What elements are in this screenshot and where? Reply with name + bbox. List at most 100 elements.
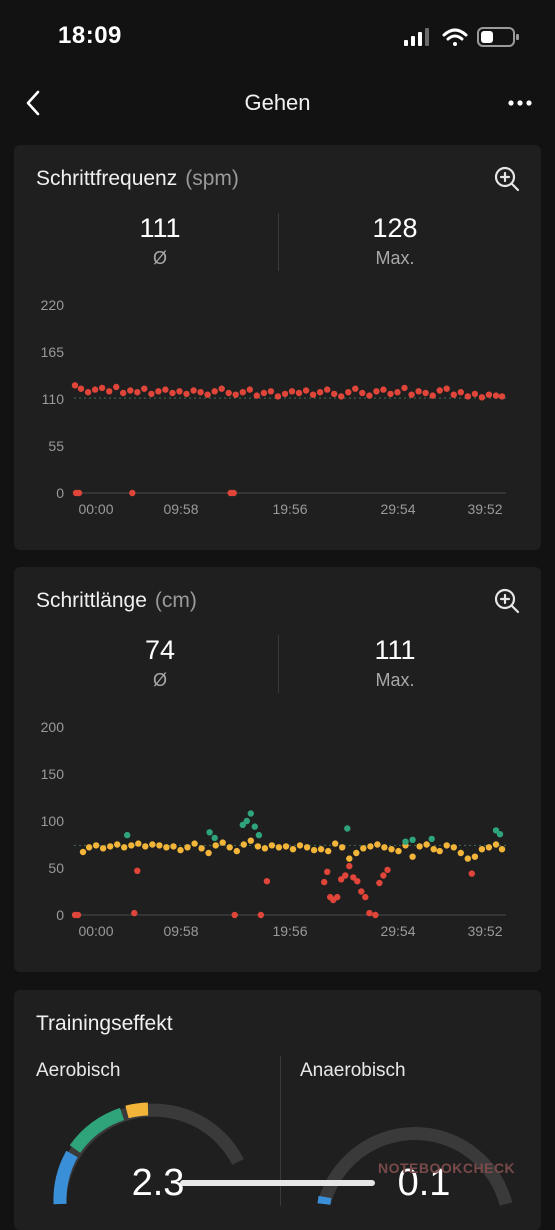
cadence-point (471, 390, 479, 398)
cadence-zoom-button[interactable] (493, 165, 521, 193)
stride-point (436, 847, 443, 855)
stride-point (409, 836, 416, 843)
cadence-point (197, 389, 204, 396)
stride-point (135, 840, 142, 847)
stride-point (114, 841, 121, 848)
stride-point (384, 866, 391, 874)
stride-point (430, 846, 437, 853)
stride-point (346, 862, 353, 870)
cadence-point (113, 383, 120, 391)
cadence-avg-value: 111 (139, 213, 181, 243)
cadence-point (380, 386, 387, 393)
cadence-point (359, 389, 366, 397)
aerobic-label: Aerobisch (36, 1060, 121, 1081)
stride-card: Schrittlänge (cm) 74 Ø 111 Max. 0 50 100 150… (14, 567, 541, 972)
stride-point (211, 834, 218, 842)
stride-point (334, 893, 341, 901)
cadence-point (134, 389, 141, 396)
stat-divider (278, 213, 279, 271)
cadence-x-tick-label: 19:56 (272, 501, 307, 517)
cadence-y-tick-label: 110 (42, 391, 65, 407)
stride-point (464, 855, 471, 862)
cadence-x-tick-label: 00:00 (78, 501, 113, 517)
cadence-point (464, 393, 471, 400)
cadence-point (183, 390, 190, 398)
stride-point (263, 878, 271, 885)
stride-point (388, 846, 395, 853)
page-title: Gehen (244, 90, 311, 115)
aerobic-gauge-blue (53, 1150, 78, 1205)
stride-y-tick-label: 50 (48, 860, 64, 876)
cadence-point (331, 390, 338, 398)
stride-point (243, 817, 250, 825)
stride-point (268, 842, 276, 849)
stride-point (257, 911, 265, 919)
cadence-point (408, 391, 415, 398)
stride-point (498, 846, 506, 853)
cadence-point (75, 489, 83, 497)
cadence-y-tick-label: 55 (48, 438, 64, 454)
training-effect-card: Trainingseffekt Aerobisch Anaerobisch 2.… (14, 990, 541, 1230)
cadence-point (373, 388, 380, 395)
stride-point (219, 839, 226, 846)
aerobic-gauge-yellow (125, 1102, 149, 1119)
stride-point (206, 829, 213, 836)
stride-point (402, 838, 409, 845)
cadence-point (429, 392, 436, 399)
cadence-point (106, 388, 113, 395)
cadence-point (246, 386, 253, 393)
stride-point (428, 835, 435, 843)
stride-point (239, 821, 246, 828)
cadence-point (162, 386, 169, 393)
cadence-max-label: Max. (375, 248, 415, 268)
cadence-point (267, 388, 275, 395)
stride-point (226, 844, 233, 851)
stride-point (380, 872, 387, 879)
cadence-unit: (spm) (185, 167, 239, 190)
status-bar: 18:09 (0, 0, 555, 70)
back-button[interactable] (18, 86, 50, 120)
cadence-x-tick-label: 39:52 (467, 501, 502, 517)
watermark: NOTEBOOKCHECK (378, 1160, 516, 1176)
stride-point (124, 831, 131, 839)
cadence-avg-label: Ø (152, 248, 167, 268)
cadence-point (302, 387, 310, 394)
cadence-point (352, 385, 359, 392)
stride-chart: 0 50 100 150 200 00:00 09:58 19:56 29:54 39:52 (41, 719, 506, 939)
stride-point (360, 845, 367, 852)
stride-point (142, 843, 149, 850)
zoom-in-icon (494, 166, 520, 192)
stride-point (358, 888, 365, 895)
more-dots-icon (508, 100, 532, 106)
stride-point (423, 841, 430, 848)
cadence-y-tick-label: 0 (56, 485, 64, 501)
stride-point (321, 878, 328, 886)
stride-point (496, 831, 504, 838)
cadence-point (338, 393, 345, 400)
stride-point (324, 868, 331, 875)
stride-point (367, 843, 374, 850)
stride-title: Schrittlänge (cm) (36, 589, 197, 612)
stride-point (254, 843, 262, 850)
stride-point (163, 844, 170, 851)
anaerobic-label: Anaerobisch (300, 1060, 406, 1081)
stride-point (450, 844, 457, 851)
stride-point (478, 846, 486, 853)
cadence-point (436, 387, 443, 394)
stride-point (381, 844, 388, 851)
stride-max-value: 111 (374, 635, 416, 665)
cadence-point (155, 388, 162, 395)
stride-point (212, 842, 219, 849)
stride-zoom-button[interactable] (493, 587, 521, 615)
cadence-point (457, 389, 464, 396)
stride-x-tick-label: 29:54 (380, 923, 415, 939)
cadence-point (84, 389, 92, 396)
cadence-point (98, 384, 106, 392)
cadence-point (190, 387, 197, 394)
cadence-y-tick-label: 220 (41, 297, 65, 313)
cadence-max-value: 128 (372, 213, 418, 243)
stride-y-tick-label: 150 (41, 766, 65, 782)
stride-point (376, 879, 383, 887)
more-options-button[interactable] (505, 88, 535, 118)
status-icons (404, 27, 519, 47)
